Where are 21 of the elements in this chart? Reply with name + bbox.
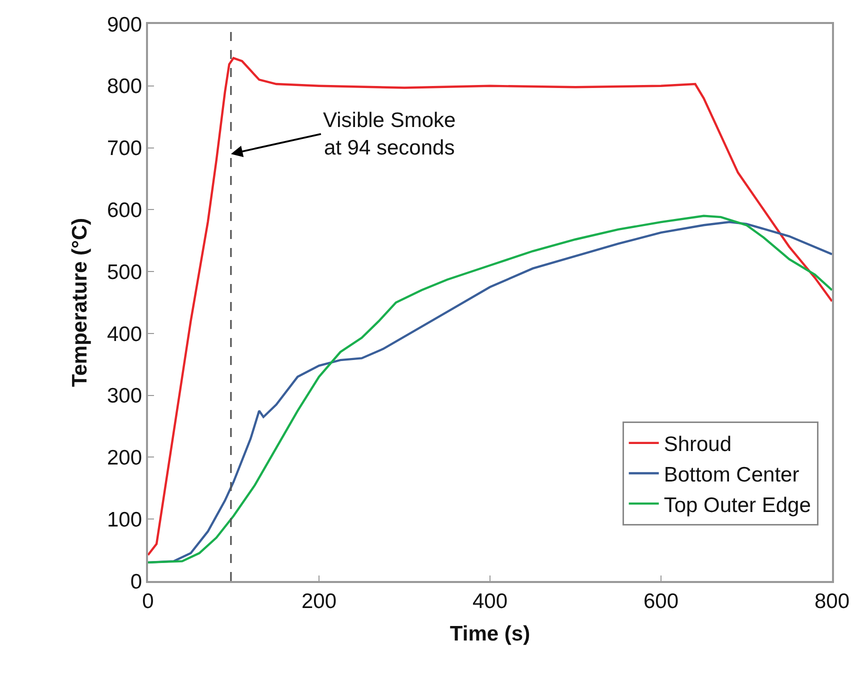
line-series bbox=[148, 56, 832, 556]
legend-label: Top Outer Edge bbox=[664, 494, 811, 517]
y-tick-label: 200 bbox=[107, 446, 142, 470]
y-tick-label: 0 bbox=[130, 570, 142, 594]
annotation: Visible Smoke at 94 seconds bbox=[323, 109, 456, 160]
x-axis-title: Time (s) bbox=[450, 622, 530, 646]
y-tick-label: 700 bbox=[107, 137, 142, 160]
y-axis-title: Temperature (°C) bbox=[68, 218, 92, 388]
y-tick-label: 600 bbox=[107, 199, 142, 222]
y-tick-label: 100 bbox=[107, 508, 142, 532]
y-tick-label: 500 bbox=[107, 260, 142, 284]
x-tick-label: 800 bbox=[814, 590, 850, 613]
x-tick-label: 600 bbox=[643, 590, 679, 613]
y-tick-label: 300 bbox=[107, 384, 142, 408]
legend-label: Shroud bbox=[664, 433, 732, 456]
y-tick-label: 400 bbox=[107, 322, 142, 346]
y-tick-label: 800 bbox=[107, 75, 142, 98]
y-tick-label: 900 bbox=[107, 13, 142, 36]
x-tick-label: 400 bbox=[472, 590, 508, 613]
x-tick-label: 200 bbox=[301, 590, 337, 613]
legend-label: Bottom Center bbox=[664, 463, 800, 486]
